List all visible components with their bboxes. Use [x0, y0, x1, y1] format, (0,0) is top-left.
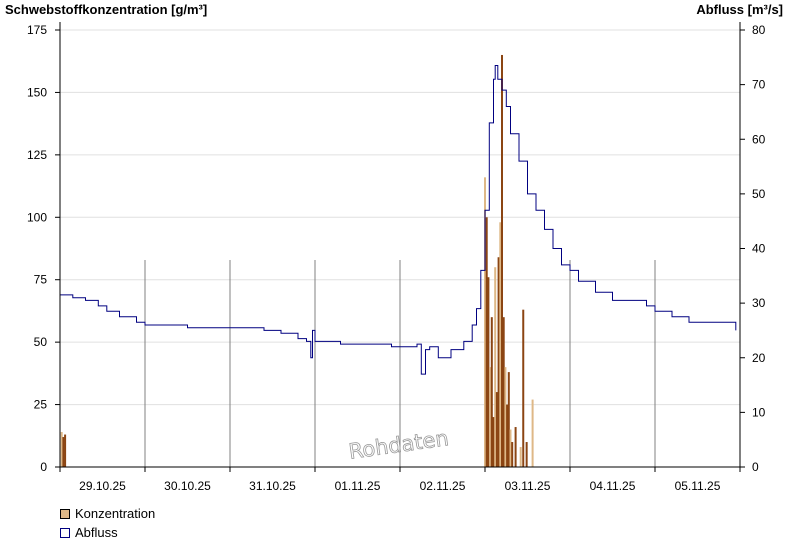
y-right-tick-label: 0: [752, 460, 759, 474]
konzentration-bar: [485, 217, 488, 467]
konzentration-bar: [499, 222, 502, 467]
x-tick-label: 03.11.25: [505, 479, 551, 493]
x-tick-label: 30.10.25: [164, 479, 211, 493]
konzentration-bar: [522, 309, 525, 467]
konzentration-bar: [502, 317, 505, 467]
konzentration-bar: [62, 437, 65, 467]
konzentration-bar: [531, 399, 534, 467]
konzentration-bar: [509, 429, 512, 467]
y-left-tick-label: 150: [27, 85, 47, 99]
x-tick-label: 29.10.25: [79, 479, 126, 493]
konzentration-bars: [60, 54, 534, 467]
y-right-tick-label: 70: [752, 78, 766, 92]
konzentration-bar: [507, 372, 510, 467]
konzentration-bar: [506, 404, 509, 467]
y-left-tick-label: 25: [34, 398, 48, 412]
y-right-tick-label: 40: [752, 242, 766, 256]
abfluss-line: [60, 65, 737, 375]
y-right-tick-label: 20: [752, 351, 766, 365]
konzentration-bar: [487, 277, 490, 467]
x-tick-label: 05.11.25: [675, 479, 721, 493]
legend-item-abfluss: Abfluss: [60, 523, 155, 542]
legend-swatch-konzentration: [60, 508, 70, 519]
legend-item-konzentration: Konzentration: [60, 504, 155, 523]
y-left-axis-title: Schwebstoffkonzentration [g/m³]: [5, 2, 207, 17]
konzentration-bar: [504, 367, 507, 467]
legend-swatch-abfluss: [60, 527, 70, 538]
y-right-ticks: 0 10 20 30 40 50 60 70 80: [740, 23, 766, 474]
konzentration-bar: [495, 392, 498, 467]
konzentration-bar: [490, 317, 493, 467]
y-left-tick-label: 75: [34, 273, 48, 287]
y-right-tick-label: 30: [752, 296, 766, 310]
y-right-tick-label: 50: [752, 187, 766, 201]
x-tick-label: 31.10.25: [249, 479, 296, 493]
legend-label-abfluss: Abfluss: [75, 525, 118, 540]
konzentration-bar: [494, 267, 497, 467]
y-left-tick-label: 50: [34, 335, 48, 349]
konzentration-bar: [492, 417, 495, 467]
konzentration-bar: [525, 442, 528, 467]
konzentration-bar: [519, 447, 522, 467]
y-left-tick-label: 0: [40, 460, 47, 474]
konzentration-bar: [514, 427, 517, 467]
y-left-tick-label: 125: [27, 148, 47, 162]
x-ticks: 29.10.25 30.10.25 31.10.25 01.11.25 02.11.25…: [59, 467, 741, 493]
y-right-tick-label: 80: [752, 23, 766, 37]
watermark: Rohdaten: [347, 426, 450, 464]
konzentration-bar: [501, 54, 503, 467]
legend: Konzentration Abfluss: [60, 504, 155, 542]
x-tick-label: 04.11.25: [590, 479, 636, 493]
konzentration-bar: [484, 177, 486, 467]
x-tick-label: 01.11.25: [335, 479, 381, 493]
x-tick-label: 02.11.25: [420, 479, 466, 493]
legend-label-konzentration: Konzentration: [75, 506, 156, 521]
y-left-ticks: 0 25 50 75 100 125 150 175: [27, 23, 60, 474]
konzentration-bar: [60, 432, 63, 467]
y-right-tick-label: 10: [752, 405, 766, 419]
y-left-tick-label: 175: [27, 23, 47, 37]
konzentration-bar: [64, 434, 67, 467]
konzentration-bar: [511, 442, 514, 467]
y-right-axis-title: Abfluss [m³/s]: [696, 2, 783, 17]
konzentration-bar: [489, 367, 492, 467]
y-left-tick-label: 100: [27, 210, 47, 224]
y-right-tick-label: 60: [752, 132, 766, 146]
konzentration-bar: [497, 257, 500, 467]
